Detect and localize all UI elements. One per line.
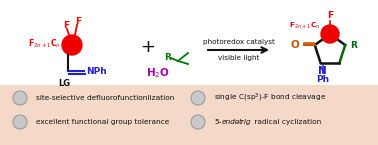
- Circle shape: [13, 91, 27, 105]
- Text: H$_2$O: H$_2$O: [146, 66, 170, 80]
- Text: F: F: [327, 11, 333, 20]
- Text: F$_{2n+1}$C$_n$: F$_{2n+1}$C$_n$: [28, 38, 61, 50]
- Text: endo: endo: [222, 119, 240, 125]
- Circle shape: [191, 91, 205, 105]
- Text: trig: trig: [239, 119, 251, 125]
- Text: F: F: [75, 18, 81, 27]
- Text: site-selective defluorofunctionlization: site-selective defluorofunctionlization: [36, 95, 174, 101]
- Bar: [0, 0, 378, 85]
- Text: visible light: visible light: [218, 55, 259, 61]
- Text: F: F: [63, 21, 69, 30]
- Text: R: R: [350, 41, 357, 50]
- Circle shape: [191, 115, 205, 129]
- Circle shape: [13, 115, 27, 129]
- Text: excellent functional group tolerance: excellent functional group tolerance: [36, 119, 169, 125]
- Text: O: O: [290, 40, 299, 50]
- Text: 5-: 5-: [214, 119, 221, 125]
- Text: N: N: [318, 66, 327, 76]
- FancyBboxPatch shape: [0, 82, 378, 145]
- Text: +: +: [141, 38, 155, 56]
- Circle shape: [321, 25, 339, 43]
- Text: single C(sp$^3$)-F bond cleavage: single C(sp$^3$)-F bond cleavage: [214, 92, 326, 104]
- Text: Ph: Ph: [316, 75, 329, 84]
- Text: R: R: [164, 52, 172, 61]
- Text: LG: LG: [58, 79, 70, 88]
- Text: photoredox catalyst: photoredox catalyst: [203, 39, 274, 45]
- Text: -: -: [236, 119, 239, 125]
- Text: F$_{2n+1}$C$_n$: F$_{2n+1}$C$_n$: [289, 21, 320, 31]
- Circle shape: [62, 35, 82, 55]
- Text: radical cyclization: radical cyclization: [252, 119, 321, 125]
- Text: NPh: NPh: [86, 67, 107, 76]
